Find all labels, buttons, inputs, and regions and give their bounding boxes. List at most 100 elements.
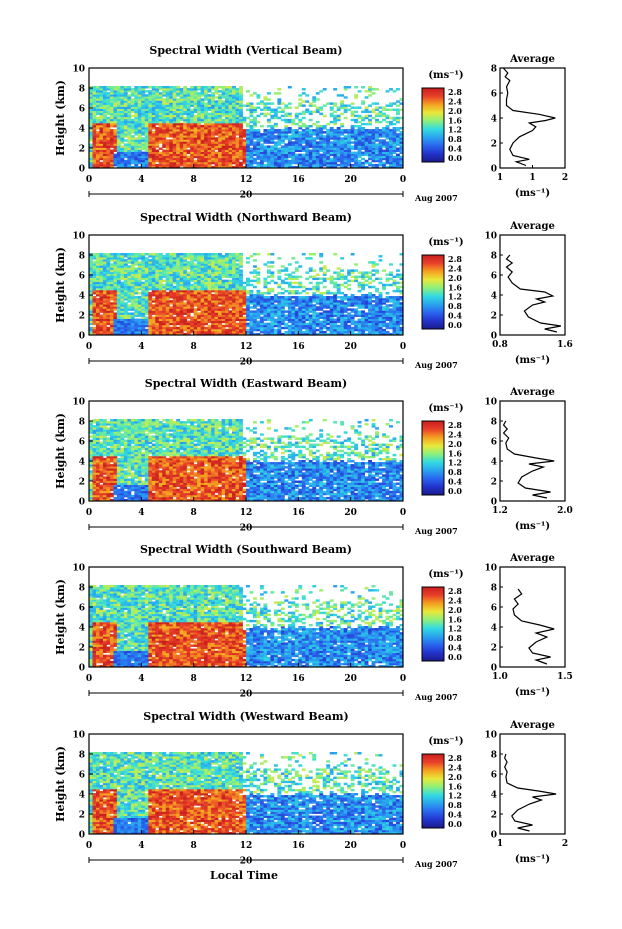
heatmap-cell [266, 112, 271, 116]
heatmap-cell [113, 153, 118, 157]
heatmap-cell [308, 165, 313, 169]
heatmap-cell [270, 253, 275, 256]
heatmap-cell [92, 86, 97, 89]
heatmap-cell [169, 139, 174, 142]
heatmap-cell [127, 102, 132, 105]
heatmap-cell [130, 108, 135, 111]
heatmap-cell [186, 141, 191, 144]
heatmap-cell [92, 306, 97, 309]
heatmap-cell [333, 129, 338, 132]
heatmap-cell [305, 141, 310, 144]
heatmap-cell [113, 104, 118, 107]
heatmap-cell [99, 330, 104, 334]
heatmap-cell [141, 118, 146, 122]
heatmap-cell [350, 165, 355, 169]
heatmap-cell [389, 165, 393, 169]
heatmap-cell [354, 141, 359, 144]
heatmap-cell [218, 153, 222, 157]
heatmap-cell [113, 112, 118, 116]
heatmap-cell [259, 133, 264, 136]
heatmap-cell [235, 120, 240, 124]
heatmap-cell [176, 112, 181, 116]
heatmap-cell [102, 135, 107, 138]
heatmap-cell [266, 153, 271, 157]
heatmap-cell [134, 129, 139, 132]
heatmap-cell [137, 141, 142, 144]
heatmap-cell [368, 133, 372, 136]
heatmap-cell [375, 88, 379, 91]
heatmap-cell [120, 281, 125, 285]
heatmap-cell [221, 324, 226, 328]
heatmap-cell [123, 269, 128, 272]
heatmap-cell [176, 114, 181, 118]
heatmap-cell [232, 143, 236, 146]
heatmap-cell [99, 316, 104, 319]
heatmap-cell [273, 141, 278, 144]
heatmap-cell [305, 163, 310, 167]
heatmap-cell [151, 324, 156, 328]
heatmap-cell [378, 163, 383, 167]
heatmap-cell [102, 320, 107, 324]
heatmap-cell [92, 275, 97, 278]
heatmap-cell [162, 92, 167, 95]
heatmap-cell [123, 129, 128, 132]
heatmap-cell [148, 259, 153, 262]
heatmap-cell [263, 131, 268, 134]
heatmap-cell [116, 106, 121, 109]
heatmap-cell [130, 324, 135, 328]
y-tick-label: 6 [79, 105, 85, 115]
heatmap-cell [200, 106, 205, 109]
heatmap-cell [127, 285, 132, 289]
heatmap-cell [249, 137, 254, 140]
heatmap-cell [95, 159, 100, 163]
heatmap-cell [179, 137, 184, 140]
heatmap-cell [127, 155, 132, 159]
heatmap-cell [102, 308, 107, 311]
heatmap-cell [291, 145, 296, 148]
heatmap-cell [137, 318, 142, 322]
heatmap-cell [235, 122, 240, 126]
heatmap-cell [116, 155, 121, 159]
heatmap-cell [127, 161, 132, 165]
heatmap-cell [123, 127, 128, 130]
heatmap-cell [165, 118, 170, 122]
heatmap-cell [266, 106, 271, 109]
heatmap-cell [176, 90, 181, 93]
heatmap-cell [263, 137, 268, 140]
heatmap-cell [336, 129, 341, 132]
heatmap-cell [252, 116, 257, 120]
heatmap-cell [291, 131, 296, 134]
heatmap-cell [256, 129, 261, 132]
heatmap-cell [305, 151, 310, 155]
heatmap-cell [155, 322, 160, 326]
heatmap-cell [273, 129, 278, 132]
colorbar-tick-label: 2.8 [448, 87, 462, 97]
heatmap-cell [280, 269, 285, 272]
heatmap-cell [137, 265, 142, 268]
heatmap-cell [389, 102, 393, 105]
heatmap-cell [169, 110, 174, 114]
heatmap-cell [165, 157, 170, 161]
heatmap-cell [232, 127, 236, 130]
heatmap-cell [144, 285, 149, 289]
heatmap-cell [197, 155, 202, 159]
heatmap-cell [312, 145, 317, 148]
heatmap-cell [382, 133, 386, 136]
heatmap-cell [99, 118, 104, 122]
heatmap-cell [92, 110, 97, 114]
heatmap-cell [95, 273, 100, 276]
heatmap-cell [246, 161, 250, 165]
heatmap-cell [179, 153, 184, 157]
heatmap-cell [190, 163, 195, 167]
heatmap-cell [95, 316, 100, 319]
heatmap-cell [162, 120, 167, 124]
heatmap-cell [284, 277, 289, 281]
heatmap-cell [109, 143, 114, 146]
heatmap-cell [95, 304, 100, 307]
heatmap-cell [141, 296, 146, 299]
heatmap-cell [280, 137, 285, 140]
heatmap-cell [266, 281, 271, 285]
heatmap-cell [308, 141, 313, 144]
heatmap-cell [137, 110, 142, 114]
heatmap-cell [102, 275, 107, 278]
